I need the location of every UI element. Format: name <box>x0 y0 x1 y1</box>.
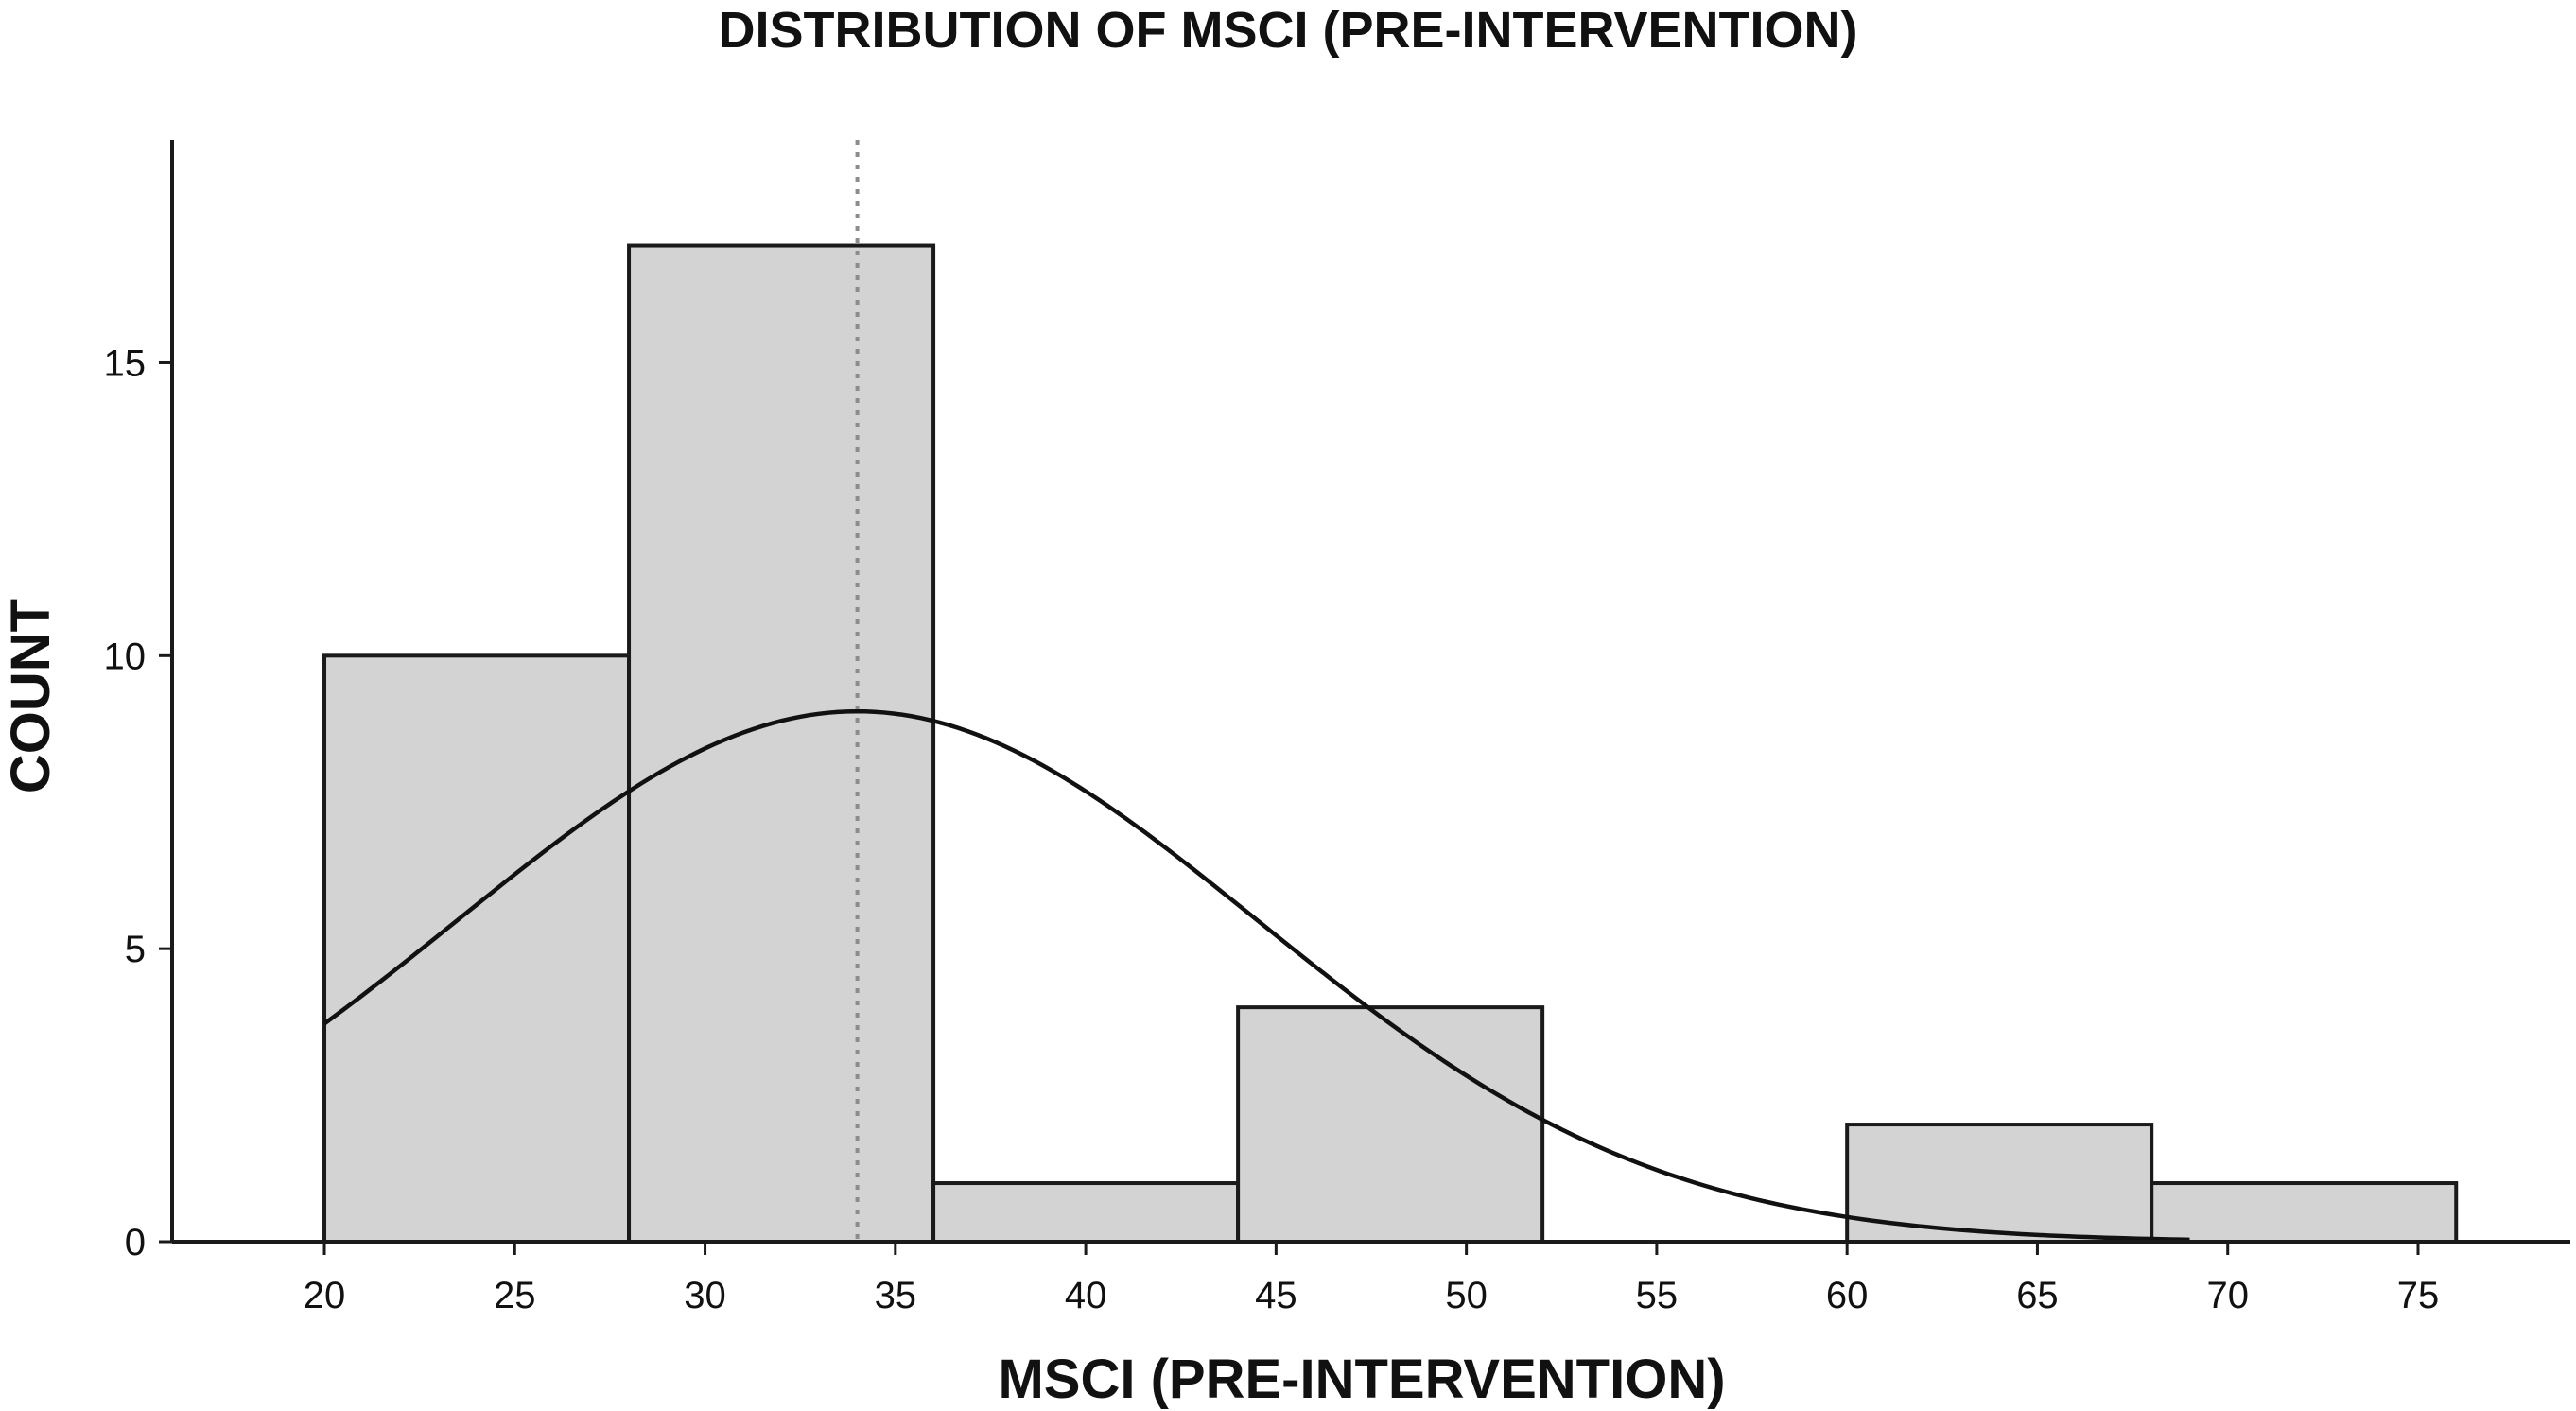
x-tick-label-75: 75 <box>2397 1275 2440 1316</box>
x-tick-label-30: 30 <box>684 1275 726 1316</box>
histogram-bars <box>322 243 2459 1245</box>
x-tick-label-25: 25 <box>494 1275 536 1316</box>
x-tick-label-50: 50 <box>1445 1275 1488 1316</box>
y-axis-title: COUNT <box>0 599 61 793</box>
x-tick-label-20: 20 <box>304 1275 346 1316</box>
y-tick-label-5: 5 <box>125 929 146 970</box>
y-tick-label-15: 15 <box>104 342 147 384</box>
histogram-bar-20-28 <box>322 653 632 1244</box>
x-axis-ticks: 20 25 30 35 40 45 50 55 60 65 70 75 <box>304 1242 2439 1316</box>
normal-distribution-curve <box>322 708 2190 1243</box>
histogram-bar-68-76 <box>2150 1181 2459 1244</box>
y-tick-label-0: 0 <box>125 1222 146 1263</box>
x-tick-label-45: 45 <box>1255 1275 1297 1316</box>
histogram-bar-44-52 <box>1236 1005 1545 1245</box>
histogram-bar-28-36 <box>627 243 936 1244</box>
chart-title: DISTRIBUTION OF MSCI (PRE-INTERVENTION) <box>718 2 1857 59</box>
x-tick-label-55: 55 <box>1636 1275 1679 1316</box>
x-axis-title: MSCI (PRE-INTERVENTION) <box>998 1349 1725 1410</box>
y-axis-ticks: 0 5 10 15 <box>104 342 172 1263</box>
x-tick-label-65: 65 <box>2016 1275 2059 1316</box>
x-tick-label-60: 60 <box>1826 1275 1869 1316</box>
y-tick-label-10: 10 <box>104 636 147 677</box>
histogram-bar-36-44 <box>931 1181 1241 1244</box>
x-tick-label-35: 35 <box>875 1275 917 1316</box>
x-tick-label-40: 40 <box>1065 1275 1107 1316</box>
x-tick-label-70: 70 <box>2206 1275 2249 1316</box>
